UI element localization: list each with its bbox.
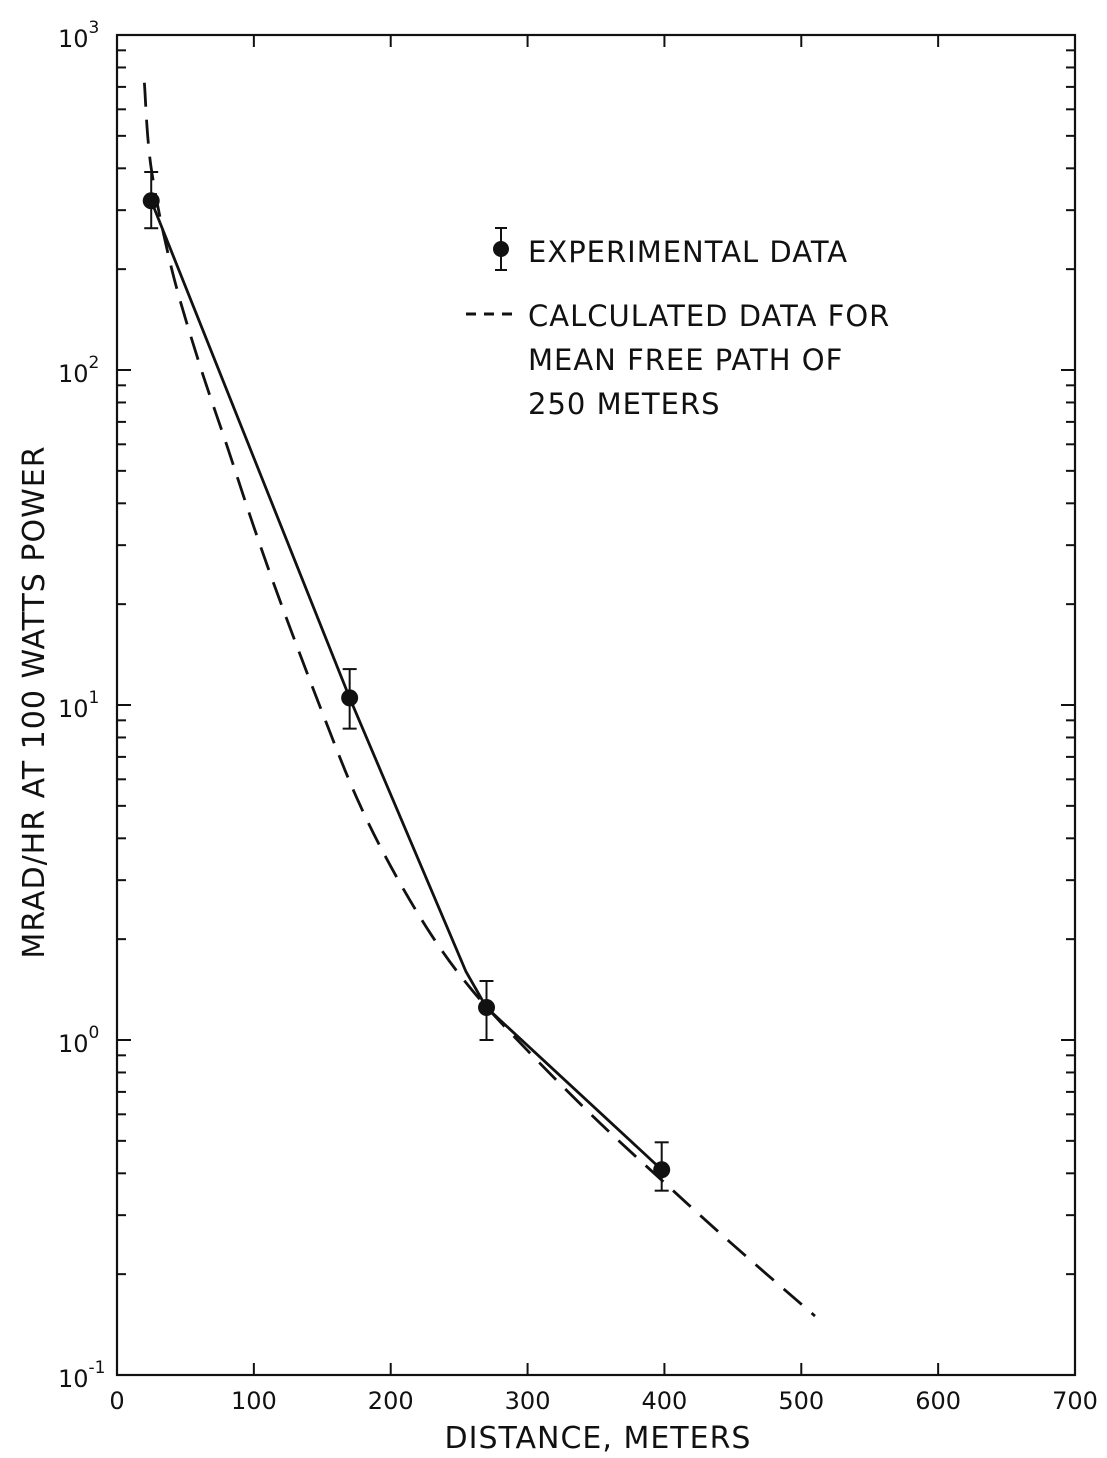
x-tick-label: 600 (915, 1387, 961, 1415)
y-tick-label: 102 (58, 353, 99, 388)
experimental-solid-line (149, 200, 663, 1171)
y-tick-exponent: 2 (89, 353, 100, 373)
experimental-data-point (142, 192, 160, 210)
y-tick-exponent: -1 (89, 1358, 106, 1378)
y-tick-label: 103 (58, 18, 99, 53)
data-points (142, 170, 671, 1192)
y-tick-label: 101 (58, 688, 99, 723)
y-tick-exponent: 3 (89, 18, 100, 38)
series-lines (142, 82, 816, 1318)
x-tick-label: 200 (368, 1387, 414, 1415)
legend-experimental-label: EXPERIMENTAL DATA (528, 235, 848, 269)
y-tick-exponent: 1 (89, 688, 100, 708)
x-tick-label: 500 (778, 1387, 824, 1415)
y-tick-base: 10 (58, 25, 89, 53)
x-tick-label: 300 (505, 1387, 551, 1415)
y-axis-label: MRAD/HR AT 100 WATTS POWER (17, 445, 52, 958)
experimental-data-point (478, 999, 496, 1017)
x-tick-label: 0 (109, 1387, 124, 1415)
y-tick-base: 10 (58, 360, 89, 388)
y-tick-label: 100 (58, 1023, 99, 1058)
y-tick-base: 10 (58, 1365, 89, 1393)
legend: EXPERIMENTAL DATA CALCULATED DATA FOR ME… (466, 227, 890, 421)
y-tick-exponent: 0 (89, 1023, 100, 1043)
y-tick-label: 10-1 (58, 1358, 106, 1393)
x-tick-label: 100 (231, 1387, 277, 1415)
x-tick-label: 700 (1052, 1387, 1098, 1415)
y-tick-base: 10 (58, 695, 89, 723)
x-tick-label: 400 (642, 1387, 688, 1415)
calculated-data-dashed-line (142, 82, 816, 1318)
y-tick-base: 10 (58, 1030, 89, 1058)
experimental-data-point (341, 689, 359, 707)
legend-calculated-line-2: MEAN FREE PATH OF (528, 343, 843, 377)
x-axis-label: DISTANCE, METERS (445, 1421, 752, 1456)
x-tick-labels: 0 100 200 300 400 500 600 700 (109, 1387, 1098, 1415)
legend-marker-icon (493, 241, 509, 257)
legend-calculated-line-3: 250 METERS (528, 387, 721, 421)
experimental-data-point (653, 1161, 671, 1179)
axis-ticks (116, 35, 1076, 1376)
legend-calculated-line-1: CALCULATED DATA FOR (528, 299, 890, 333)
